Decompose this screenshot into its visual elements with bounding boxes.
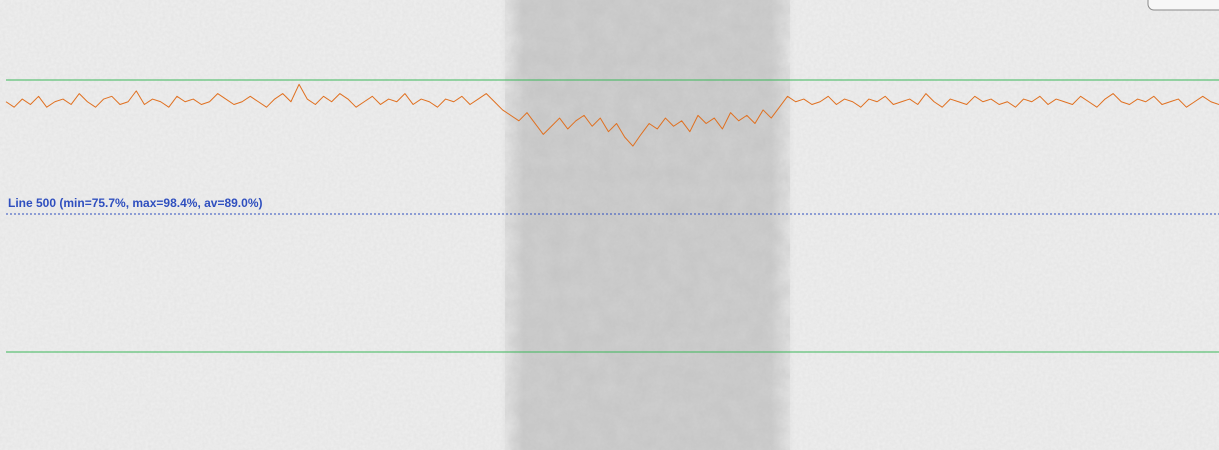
profile-label: Line 500 (min=75.7%, max=98.4%, av=89.0%… [8,196,262,210]
profile-trace [5,83,1219,147]
toolbar-button[interactable] [1147,0,1219,11]
